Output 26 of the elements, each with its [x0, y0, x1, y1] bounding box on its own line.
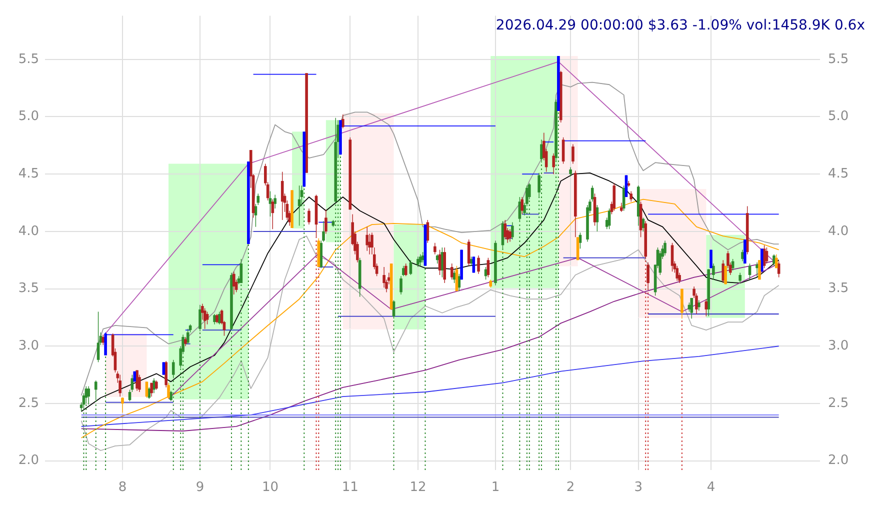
- x-tick-label: 8: [118, 480, 127, 496]
- x-tick-label: 12: [410, 480, 426, 496]
- y-tick-label: 3.5: [18, 281, 39, 296]
- y-tick-label: 5.5: [18, 52, 39, 67]
- x-tick-label: 11: [342, 480, 358, 496]
- y2-tick-label: 2.5: [828, 396, 849, 411]
- y-tick-label: 5.0: [18, 109, 39, 124]
- y2-tick-label: 4.5: [828, 166, 849, 182]
- y-tick-label: 2.0: [18, 453, 39, 468]
- x-tick-label: 1: [491, 480, 500, 496]
- y2-tick-label: 2.0: [828, 453, 849, 468]
- x-tick-label: 10: [262, 480, 279, 496]
- y-tick-label: 2.5: [18, 396, 39, 411]
- y2-tick-label: 5.0: [828, 109, 849, 124]
- y2-tick-label: 5.5: [828, 52, 849, 67]
- x-tick-label: 2: [566, 480, 575, 496]
- x-tick-label: 9: [196, 480, 204, 496]
- chart-title: 2026.04.29 00:00:00 $3.63 -1.09% vol:1458.9K 0.6x: [496, 18, 865, 34]
- y-tick-label: 3.0: [18, 338, 39, 354]
- x-tick-label: 3: [634, 480, 642, 496]
- y2-tick-label: 3.0: [828, 338, 849, 354]
- y-tick-label: 4.0: [18, 224, 39, 239]
- y2-tick-label: 3.5: [828, 281, 849, 296]
- x-tick-label: 4: [706, 480, 716, 496]
- y-tick-label: 4.5: [18, 166, 39, 182]
- y2-tick-label: 4.0: [828, 224, 849, 239]
